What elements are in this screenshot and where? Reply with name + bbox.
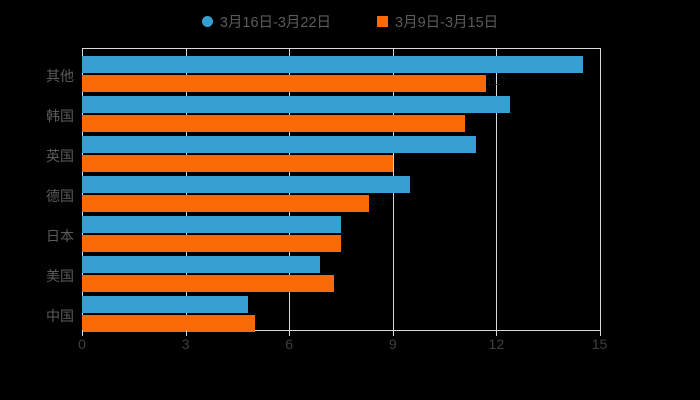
gridline-15 [599,48,601,331]
plot-area: 11.7 8.3 [82,48,601,334]
bar-series-b-3[interactable] [82,195,369,212]
legend-item-series-a[interactable]: 3月16日-3月22日 [201,11,332,32]
category-label-1: 韩国 [46,108,74,124]
value-axis: 0 3 6 9 12 15 [78,330,607,356]
bar-series-a-1[interactable] [82,96,511,113]
bar-group-0: 11.7 [82,56,600,94]
plot-bottom-border [82,330,600,331]
legend-item-series-b[interactable]: 3月9日-3月15日 [377,11,498,32]
bar-group-4 [82,216,600,254]
bar-series-a-2[interactable] [82,136,476,153]
bar-series-a-0[interactable] [82,56,583,73]
category-label-0: 其他 [46,68,74,84]
bar-series-b-6[interactable] [82,315,255,332]
category-label-4: 日本 [46,228,74,244]
bar-group-6 [82,296,600,334]
xtick-label-5: 15 [591,336,608,352]
category-axis: 其他 韩国 英国 德国 日本 美国 中国 [0,48,74,331]
bar-group-2 [82,136,600,174]
bar-group-3: 8.3 [82,176,600,214]
category-label-5: 美国 [46,268,74,284]
xtick-label-3: 9 [388,336,397,352]
bar-series-a-3[interactable] [82,176,410,193]
bar-series-a-5[interactable] [82,256,321,273]
bar-series-b-1[interactable] [82,115,466,132]
plot-top-border [82,48,600,49]
bar-series-b-0[interactable] [82,75,486,92]
bar-series-a-4[interactable] [82,216,341,233]
category-label-2: 英国 [46,148,74,164]
category-label-6: 中国 [46,308,74,324]
legend-label-series-a: 3月16日-3月22日 [219,14,332,31]
bar-group-5 [82,256,600,294]
xtick-label-4: 12 [488,336,505,352]
xtick-label-0: 0 [78,336,86,352]
legend-label-series-b: 3月9日-3月15日 [395,14,499,31]
bar-series-b-2[interactable] [82,155,393,172]
xtick-label-2: 6 [285,336,294,352]
xtick-label-1: 3 [181,336,190,352]
circle-marker-icon [201,15,213,27]
chart-legend: 3月16日-3月22日 3月9日-3月15日 [0,8,700,34]
category-label-3: 德国 [46,188,74,204]
bar-series-b-5[interactable] [82,275,335,292]
square-marker-icon [377,15,389,27]
bar-group-1 [82,96,600,134]
bar-value-label-3: 8.3 [370,196,386,208]
gridline-12 [496,48,498,331]
bar-value-label-0: 11.7 [486,76,507,88]
bar-series-b-4[interactable] [82,235,341,252]
bar-series-a-6[interactable] [82,296,248,313]
